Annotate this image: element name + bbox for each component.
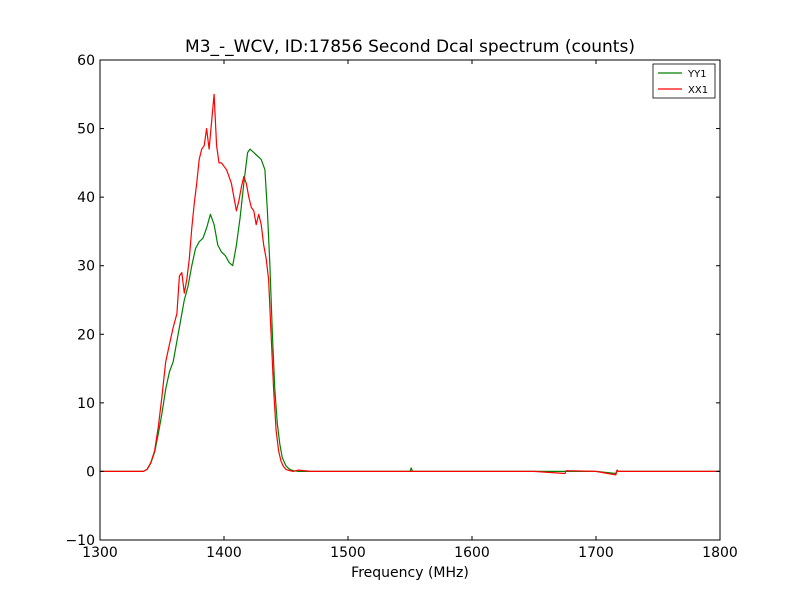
y-tick-label: 50 bbox=[77, 122, 95, 138]
y-tick-label: 10 bbox=[77, 396, 95, 412]
legend: YY1 XX1 bbox=[652, 63, 716, 99]
y-tick-label: 30 bbox=[77, 259, 95, 275]
x-tick-label: 1400 bbox=[206, 545, 242, 561]
x-tick-label: 1500 bbox=[330, 545, 366, 561]
legend-label-yy1: YY1 bbox=[687, 69, 707, 80]
y-tick-label: 20 bbox=[77, 327, 95, 343]
chart-title: M3_-_WCV, ID:17856 Second Dcal spectrum … bbox=[185, 37, 635, 57]
x-axis-label: Frequency (MHz) bbox=[351, 565, 469, 581]
x-tick-label: 1600 bbox=[454, 545, 490, 561]
y-tick-label: 40 bbox=[77, 190, 95, 206]
x-axis: 1300 1400 1500 1600 1700 1800 bbox=[82, 60, 738, 561]
y-tick-label: −10 bbox=[65, 533, 95, 549]
legend-label-xx1: XX1 bbox=[688, 85, 708, 96]
series-line-xx1 bbox=[100, 93, 720, 476]
x-tick-label: 1800 bbox=[702, 545, 738, 561]
plot-area bbox=[100, 93, 720, 476]
x-tick-label: 1300 bbox=[82, 545, 118, 561]
y-tick-label: 60 bbox=[77, 53, 95, 69]
legend-box bbox=[652, 63, 716, 99]
x-tick-label: 1700 bbox=[578, 545, 614, 561]
plot-frame bbox=[99, 59, 721, 541]
y-axis: −10 0 10 20 30 40 50 60 bbox=[65, 53, 720, 549]
y-tick-label: 0 bbox=[86, 464, 95, 480]
